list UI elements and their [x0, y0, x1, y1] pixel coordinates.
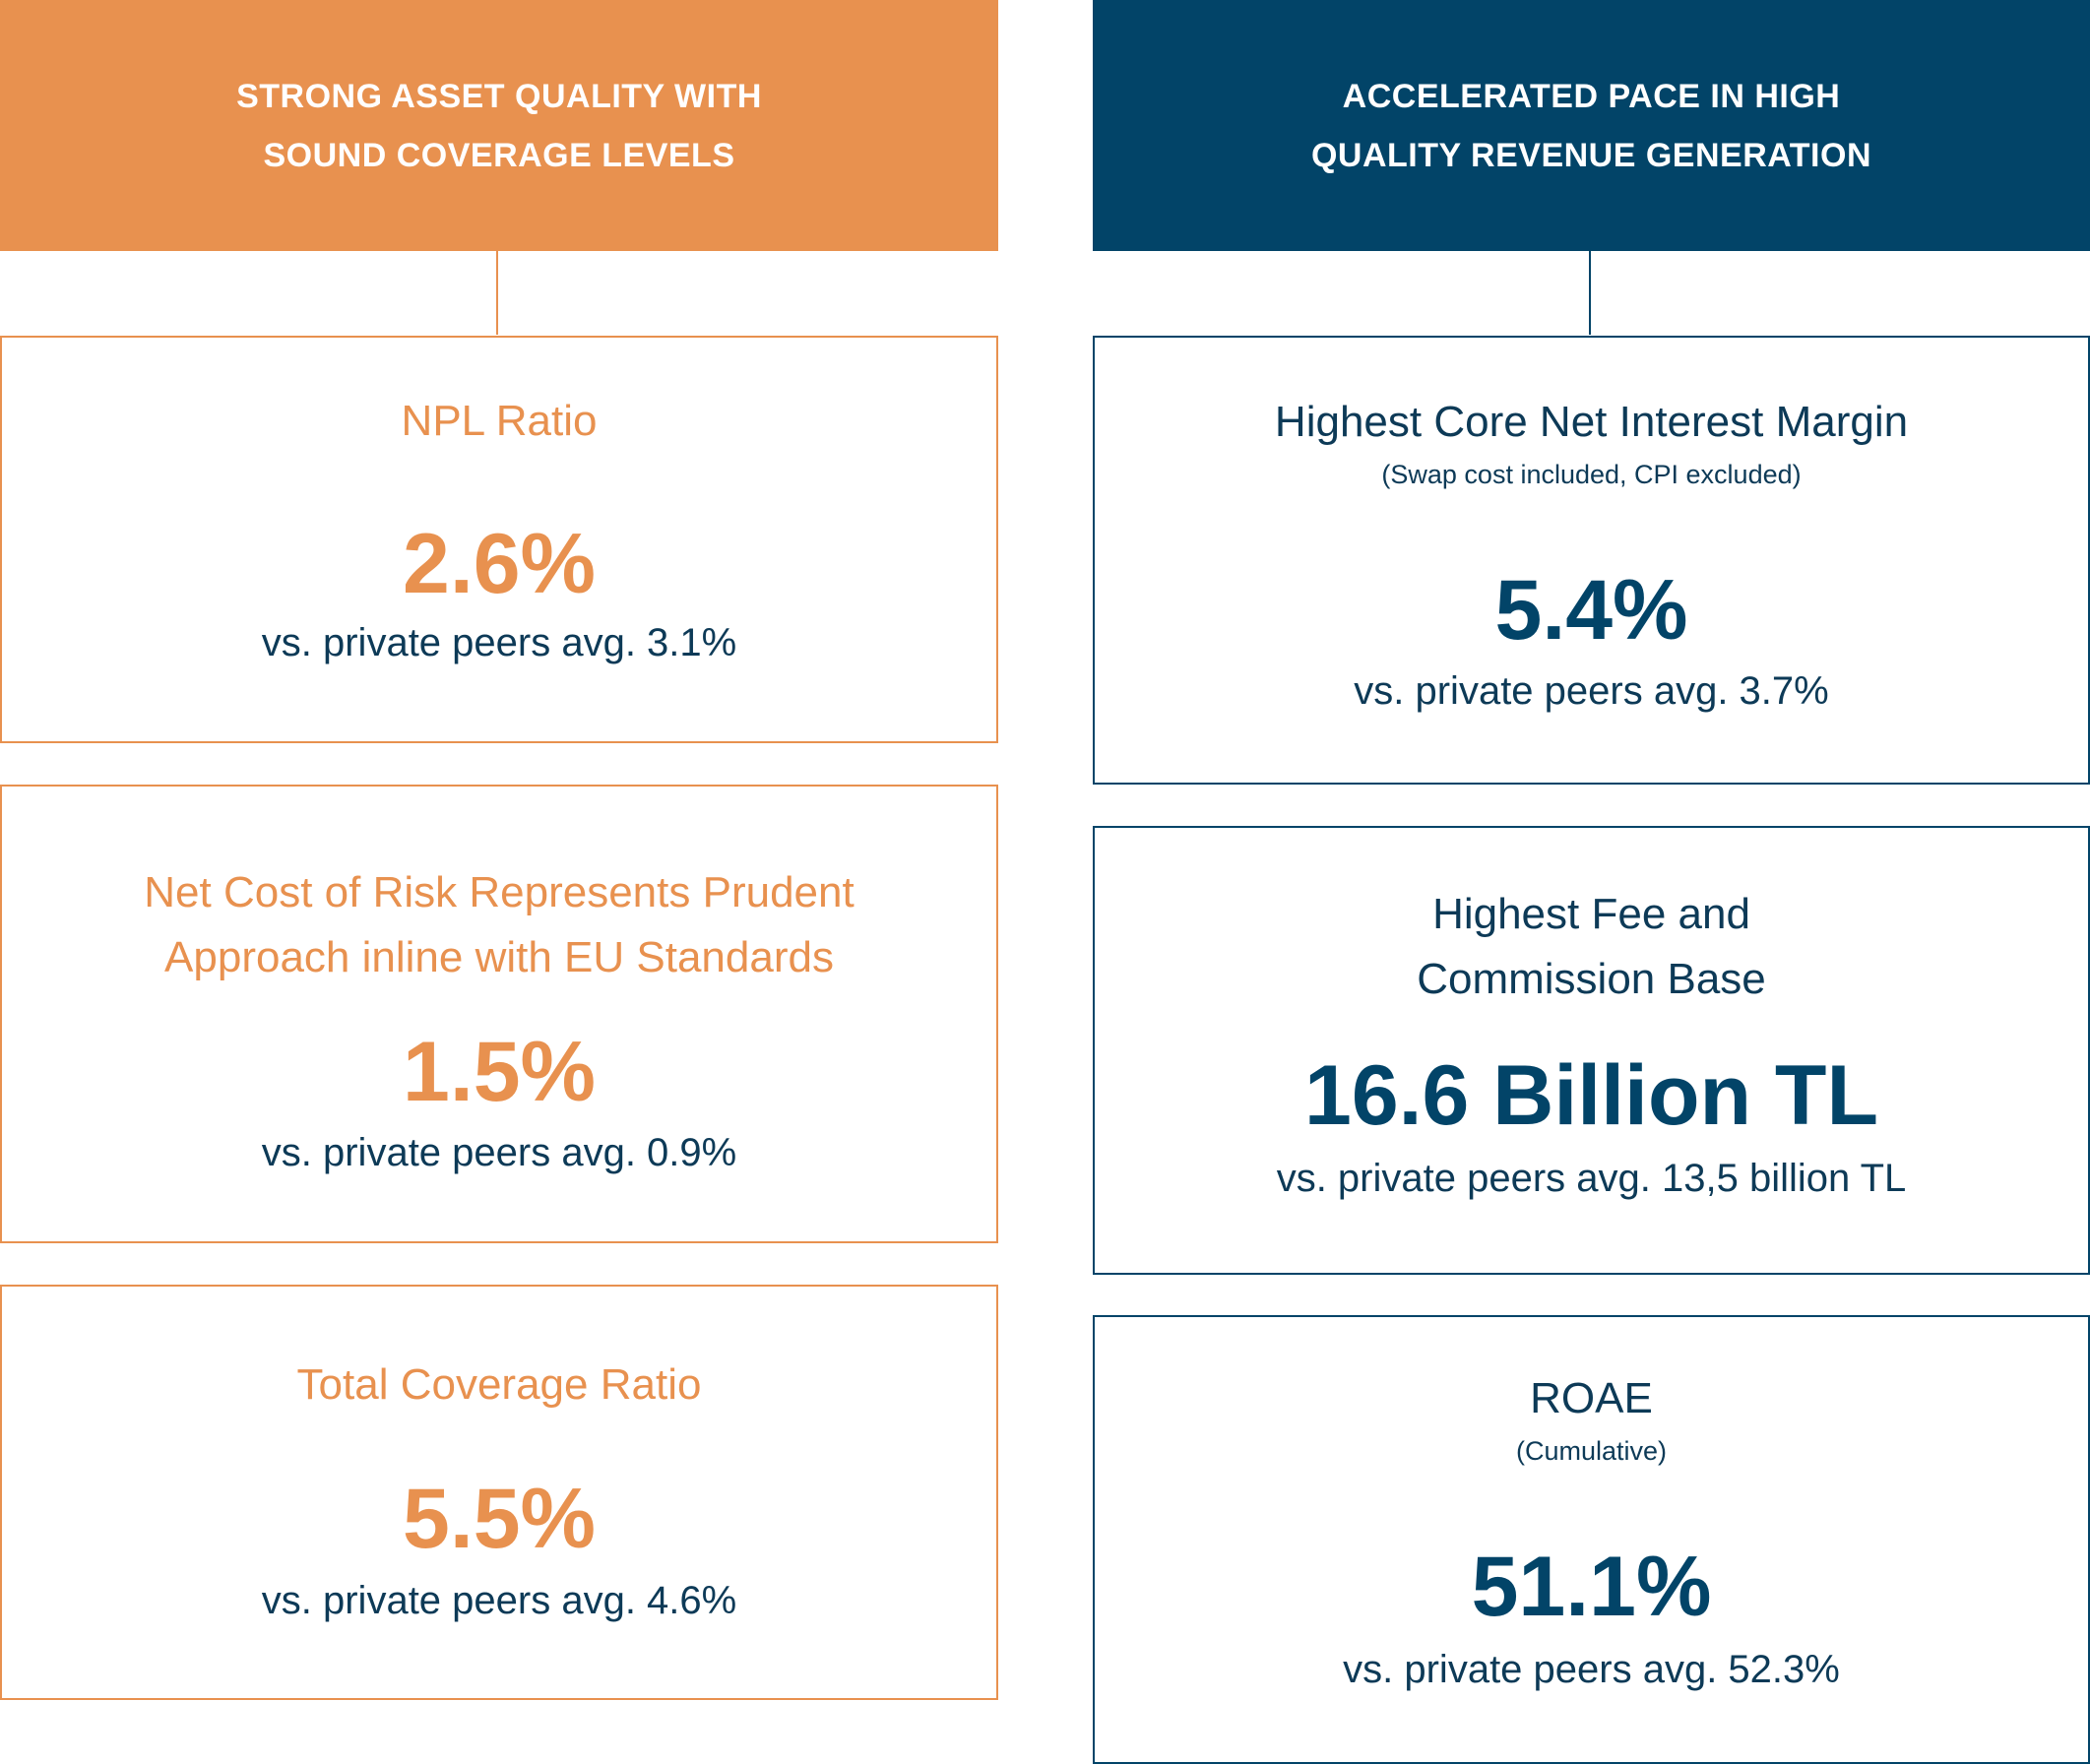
asset-quality-connector-line	[496, 251, 498, 335]
total-coverage-card: Total Coverage Ratio 5.5% vs. private pe…	[0, 1285, 998, 1700]
fee-commission-card: Highest Fee and Commission Base 16.6 Bil…	[1093, 826, 2090, 1275]
roae-compare: vs. private peers avg. 52.3%	[1343, 1648, 1840, 1691]
fee-commission-compare: vs. private peers avg. 13,5 billion TL	[1276, 1157, 1907, 1200]
roae-subtitle: (Cumulative)	[1515, 1436, 1668, 1466]
npl-ratio-title: NPL Ratio	[401, 397, 598, 445]
net-interest-margin-title: Highest Core Net Interest Margin	[1274, 398, 1909, 446]
total-coverage-compare: vs. private peers avg. 4.6%	[261, 1579, 737, 1622]
net-cost-of-risk-value: 1.5%	[402, 1025, 597, 1119]
npl-ratio-card: NPL Ratio 2.6% vs. private peers avg. 3.…	[0, 336, 998, 743]
fee-commission-value: 16.6 Billion TL	[1304, 1048, 1878, 1143]
net-cost-of-risk-card: Net Cost of Risk Represents Prudent Appr…	[0, 785, 998, 1243]
revenue-generation-header: ACCELERATED PACE IN HIGH QUALITY REVENUE…	[1093, 0, 2090, 251]
roae-title: ROAE	[1530, 1374, 1653, 1422]
roae-card: ROAE (Cumulative) 51.1% vs. private peer…	[1093, 1315, 2090, 1764]
net-cost-of-risk-compare: vs. private peers avg. 0.9%	[261, 1131, 737, 1174]
asset-quality-header-text: STRONG ASSET QUALITY WITH SOUND COVERAGE…	[236, 77, 762, 174]
net-interest-margin-compare: vs. private peers avg. 3.7%	[1354, 669, 1829, 713]
net-interest-margin-card: Highest Core Net Interest Margin (Swap c…	[1093, 336, 2090, 785]
net-cost-of-risk-title: Net Cost of Risk Represents Prudent Appr…	[144, 868, 855, 981]
roae-value: 51.1%	[1471, 1540, 1712, 1634]
revenue-generation-connector-line	[1589, 251, 1591, 335]
npl-ratio-compare: vs. private peers avg. 3.1%	[261, 621, 737, 664]
total-coverage-value: 5.5%	[402, 1472, 597, 1566]
revenue-generation-header-text: ACCELERATED PACE IN HIGH QUALITY REVENUE…	[1310, 77, 1872, 174]
net-interest-margin-value: 5.4%	[1494, 563, 1688, 658]
fee-commission-title: Highest Fee and Commission Base	[1417, 890, 1766, 1003]
npl-ratio-value: 2.6%	[402, 517, 597, 611]
net-interest-margin-subtitle: (Swap cost included, CPI excluded)	[1381, 460, 1802, 489]
total-coverage-title: Total Coverage Ratio	[296, 1360, 702, 1409]
asset-quality-header: STRONG ASSET QUALITY WITH SOUND COVERAGE…	[0, 0, 998, 251]
